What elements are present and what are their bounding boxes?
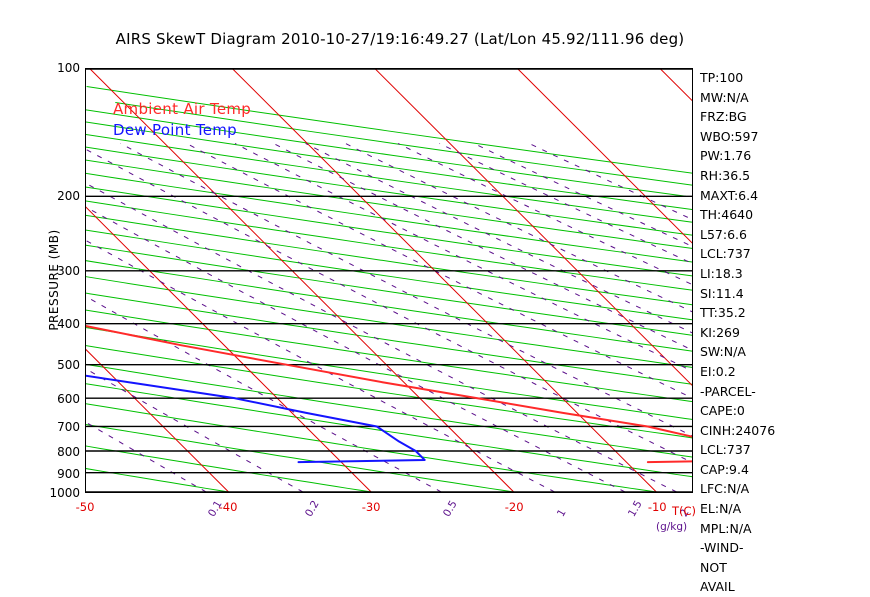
isotherm-lines — [86, 69, 692, 492]
pressure-tick-label: 400 — [57, 316, 80, 331]
sounding-index-row: PW:1.76 — [700, 148, 752, 164]
sounding-index-row: LCL:737 — [700, 246, 751, 262]
isobar-lines — [86, 69, 692, 492]
sounding-index-row: SI:11.4 — [700, 285, 744, 301]
sounding-index-row: MPL:N/A — [700, 520, 752, 536]
sounding-profile-curves — [86, 325, 692, 464]
sounding-index-row: NOT — [700, 559, 727, 575]
sounding-index-row: EI:0.2 — [700, 363, 736, 379]
sounding-index-row: CINH:24076 — [700, 422, 776, 438]
pressure-tick-label: 300 — [57, 263, 80, 278]
pressure-tick-label: 900 — [57, 466, 80, 481]
sounding-index-row: CAPE:0 — [700, 403, 745, 419]
pressure-tick-label: 500 — [57, 358, 80, 373]
mixing-ratio-tick-label: 0.2 — [302, 498, 322, 519]
sounding-index-row: SW:N/A — [700, 344, 746, 360]
legend-ambient-air-temp: Ambient Air Temp — [113, 100, 252, 118]
pressure-tick-label: 700 — [57, 420, 80, 435]
legend-dew-point-temp: Dew Point Temp — [113, 121, 238, 139]
sounding-index-row: CAP:9.4 — [700, 461, 749, 477]
pressure-tick-label: 600 — [57, 391, 80, 406]
pressure-tick-label: 100 — [57, 61, 80, 75]
bottom-temperature-tick-label: -30 — [361, 500, 381, 514]
skewt-plot-canvas — [86, 69, 692, 492]
sounding-indices-panel: TP:100 MW:N/A FRZ:BG WBO:597 PW:1.76 RH:36.5 M… — [700, 68, 865, 597]
sounding-index-row: FRZ:BG — [700, 109, 747, 125]
bottom-temperature-tick-label: -20 — [504, 500, 524, 514]
sounding-index-row: LCL:737 — [700, 442, 751, 458]
pressure-tick-label: 800 — [57, 444, 80, 459]
temperature-axis-unit-label: T(C) — [672, 504, 697, 518]
mixing-ratio-tick-label: 0.5 — [441, 498, 461, 519]
sounding-index-row: LI:18.3 — [700, 265, 743, 281]
sounding-index-row: MAXT:6.4 — [700, 187, 759, 203]
sounding-index-row: L57:6.6 — [700, 226, 747, 242]
mixing-ratio-unit-label: (g/kg) — [656, 521, 688, 533]
sounding-index-row: EL:N/A — [700, 501, 742, 517]
mixing-ratio-tick-label: 1 — [555, 507, 569, 519]
mixing-ratio-tick-label: 1.5 — [625, 498, 645, 519]
sounding-index-row: TP:100 — [700, 70, 744, 85]
bottom-temperature-tick-label: -40 — [218, 500, 238, 514]
sounding-index-row: LFC:N/A — [700, 481, 750, 497]
skewt-diagram-page: AIRS SkewT Diagram 2010-10-27/19:16:49.2… — [47, 30, 775, 594]
sounding-index-row: -WIND- — [700, 540, 744, 556]
sounding-index-row: RH:36.5 — [700, 167, 751, 183]
sounding-index-row: KI:269 — [700, 324, 740, 340]
sounding-index-row: TH:4640 — [700, 207, 754, 223]
pressure-tick-label: 200 — [57, 188, 80, 203]
pressure-tick-label: 1000 — [49, 486, 80, 500]
dry-adiabat-lines — [86, 86, 692, 492]
page-title: AIRS SkewT Diagram 2010-10-27/19:16:49.2… — [115, 30, 685, 48]
bottom-temperature-tick-label: -10 — [647, 500, 667, 514]
pressure-axis-label: PRESSURE (MB) — [47, 229, 61, 331]
sounding-index-row: -PARCEL- — [700, 383, 756, 399]
sounding-index-row: AVAIL — [700, 579, 735, 595]
sounding-index-row: TT:35.2 — [700, 305, 746, 321]
skewt-plot-area[interactable] — [85, 68, 693, 493]
sounding-index-row: WBO:597 — [700, 128, 759, 144]
bottom-temperature-tick-label: -50 — [75, 500, 95, 514]
sounding-index-row: MW:N/A — [700, 89, 749, 105]
